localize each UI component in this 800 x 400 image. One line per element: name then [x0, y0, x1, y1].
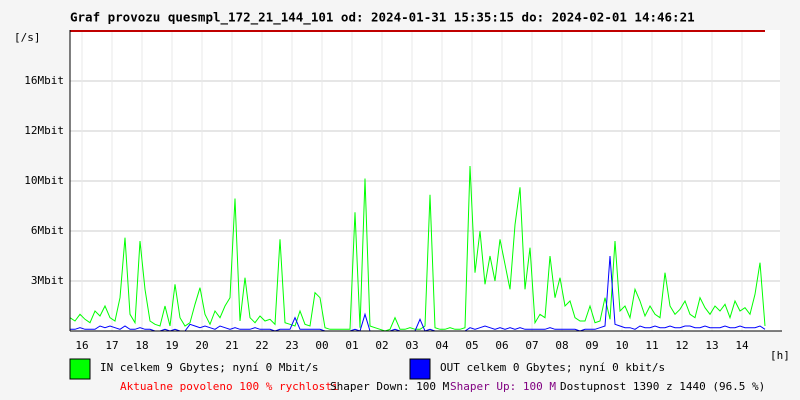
x-tick-label: 19 — [165, 339, 178, 352]
x-tick-label: 02 — [375, 339, 388, 352]
y-tick-label: 3Mbit — [31, 274, 64, 287]
x-tick-label: 04 — [435, 339, 449, 352]
x-tick-label: 03 — [405, 339, 418, 352]
chart-title: Graf provozu quesmpl_172_21_144_101 od: … — [70, 10, 695, 26]
x-tick-label: 07 — [525, 339, 538, 352]
x-tick-label: 10 — [615, 339, 628, 352]
legend-label: IN celkem 9 Gbytes; nyní 0 Mbit/s — [100, 361, 319, 374]
x-tick-label: 17 — [105, 339, 118, 352]
x-tick-label: 14 — [735, 339, 749, 352]
footer-note: Shaper Down: 100 M — [330, 380, 450, 393]
x-tick-label: 13 — [705, 339, 718, 352]
x-tick-label: 01 — [345, 339, 358, 352]
x-tick-label: 21 — [225, 339, 238, 352]
x-tick-label: 11 — [645, 339, 658, 352]
y-tick-label: 16Mbit — [24, 74, 64, 87]
x-tick-label: 09 — [585, 339, 598, 352]
x-tick-label: 12 — [675, 339, 688, 352]
x-tick-label: 00 — [315, 339, 328, 352]
x-tick-label: 08 — [555, 339, 568, 352]
legend-swatch — [409, 358, 431, 380]
y-tick-label: 6Mbit — [31, 224, 64, 237]
legend-swatch — [69, 358, 91, 380]
x-tick-label: 23 — [285, 339, 298, 352]
x-axis-label: [h] — [770, 349, 790, 362]
footer-note: Shaper Up: 100 M — [450, 380, 556, 393]
x-tick-label: 22 — [255, 339, 268, 352]
x-tick-label: 16 — [75, 339, 88, 352]
x-tick-label: 20 — [195, 339, 208, 352]
y-tick-label: 10Mbit — [24, 174, 64, 187]
x-tick-label: 05 — [465, 339, 478, 352]
x-tick-label: 06 — [495, 339, 508, 352]
footer-note: Aktualne povoleno 100 % rychlosti — [120, 380, 339, 393]
series-line — [70, 255, 766, 332]
footer-note: Dostupnost 1390 z 1440 (96.5 %) — [560, 380, 765, 393]
series-line — [69, 165, 766, 332]
y-tick-label: 12Mbit — [24, 124, 64, 137]
x-tick-label: 18 — [135, 339, 148, 352]
legend-label: OUT celkem 0 Gbytes; nyní 0 kbit/s — [440, 361, 665, 374]
y-axis-label: [/s] — [14, 31, 41, 44]
